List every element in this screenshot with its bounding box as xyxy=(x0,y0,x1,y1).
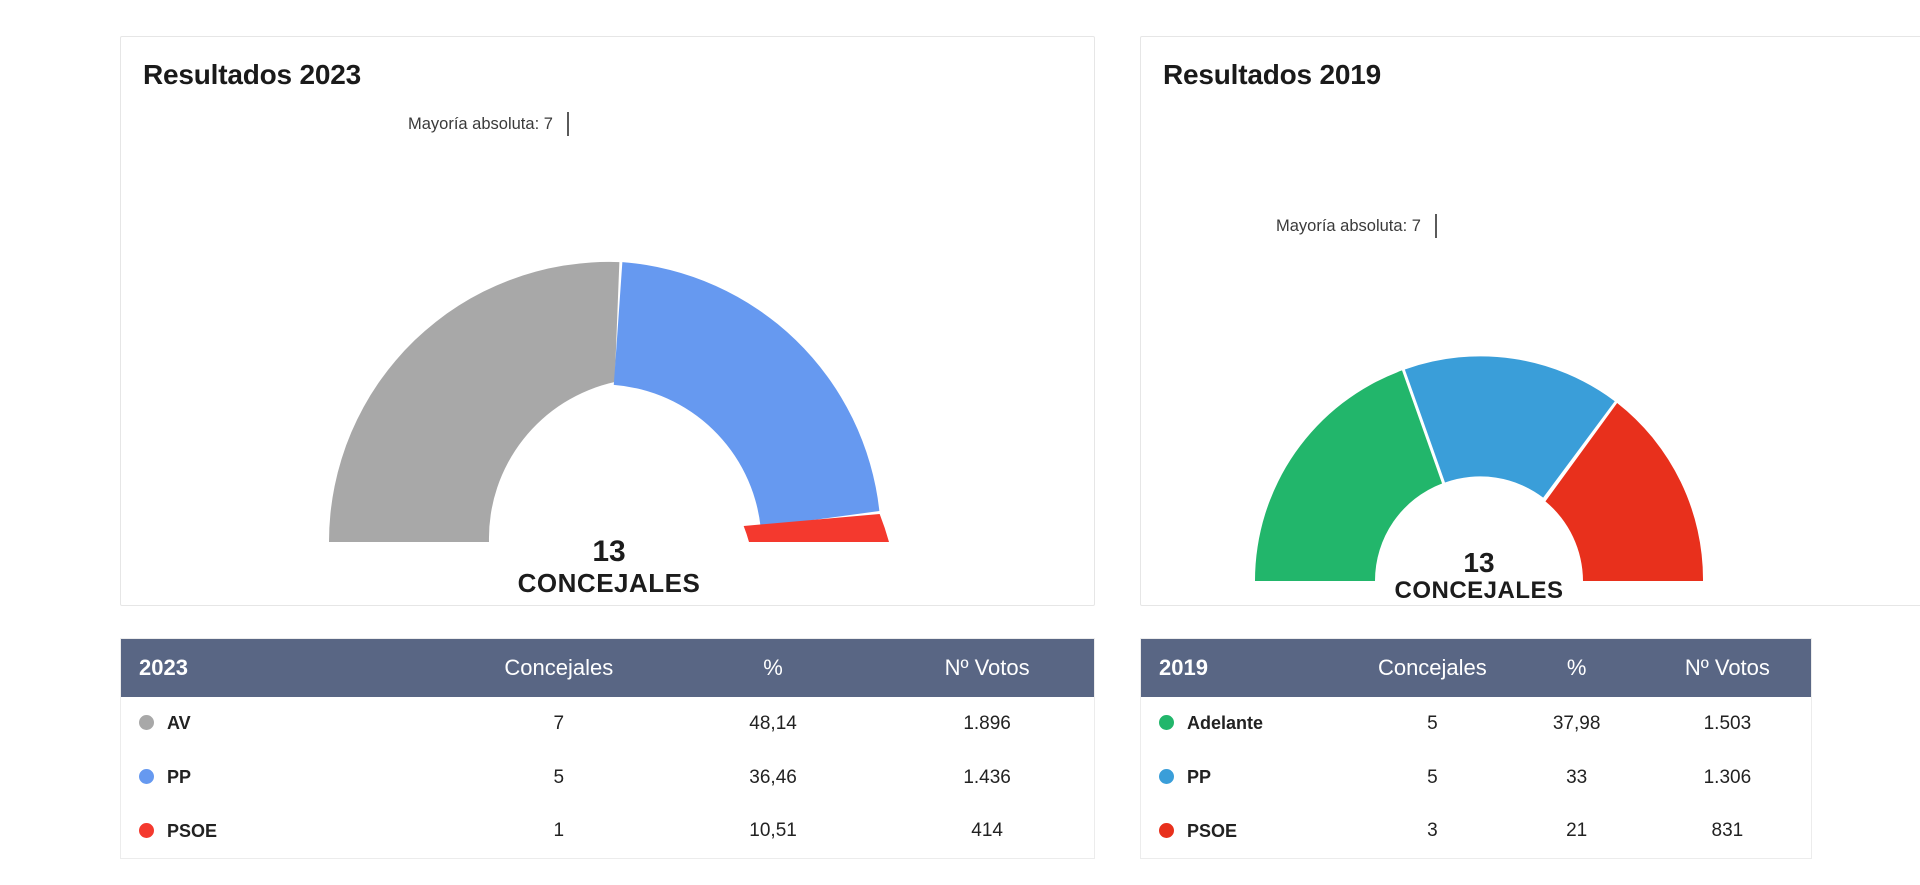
chart-card-2019: Resultados 2019 Mayoría absoluta: 7 13 C… xyxy=(1140,36,1920,606)
table-head-2019: 2019 Concejales % Nº Votos xyxy=(1140,638,1812,697)
row-pct-cell: 48,14 xyxy=(749,712,797,734)
table-body-2023: AV 7 48,14 1.896 PP 5 36,46 1.436 PS xyxy=(121,697,1095,859)
table-row: PP 5 36,46 1.436 xyxy=(121,751,1095,805)
row-party-cell: PSOE xyxy=(1141,805,1356,859)
row-seats-cell: 3 xyxy=(1427,820,1438,842)
row-seats-cell: 5 xyxy=(553,766,565,788)
row-seats-cell: 5 xyxy=(1427,712,1438,734)
header-year-2023: 2023 xyxy=(120,638,452,697)
gauge-slice-psoe-2019 xyxy=(1545,402,1704,581)
table-row: PP 5 33 1.306 xyxy=(1141,751,1812,805)
gauge-seat-label-2023: CONCEJALES xyxy=(517,567,701,598)
gauge-seat-count-2019: 13 xyxy=(1463,547,1495,578)
header-pct-2019: % xyxy=(1509,638,1644,697)
row-votes-cell: 1.306 xyxy=(1703,766,1752,788)
gauge-slice-av xyxy=(328,261,620,542)
party-color-dot-icon xyxy=(1159,822,1174,838)
row-votes-cell: 1.503 xyxy=(1703,712,1752,734)
results-table-2023: 2023 Concejales % Nº Votos AV 7 48,14 1.… xyxy=(120,638,1095,859)
row-pct-cell: 37,98 xyxy=(1552,712,1601,734)
header-votes-2023: Nº Votos xyxy=(880,638,1095,697)
majority-tick-icon xyxy=(566,112,569,136)
row-party-cell: AV xyxy=(121,697,452,751)
chart-title-2023: Resultados 2023 xyxy=(143,59,361,90)
party-name: AV xyxy=(167,713,191,733)
gauge-center-2019: 13 CONCEJALES xyxy=(1239,547,1719,605)
majority-note-2019: Mayoría absoluta: 7 xyxy=(1276,214,1437,238)
gauge-slice-adelante xyxy=(1254,370,1443,581)
row-seats-cell: 1 xyxy=(553,820,565,842)
party-name: PSOE xyxy=(167,820,218,841)
gauge-slice-pp xyxy=(613,262,880,528)
party-name: PP xyxy=(167,767,192,787)
results-table-2019: 2019 Concejales % Nº Votos Adelante 5 37… xyxy=(1140,638,1812,859)
row-party-cell: PSOE xyxy=(121,805,452,859)
gauge-slice-pp-2019 xyxy=(1404,356,1615,498)
gauge-slice-psoe xyxy=(743,513,889,542)
table-row: PSOE 3 21 831 xyxy=(1141,805,1812,859)
gauge-center-2023: 13 CONCEJALES xyxy=(309,535,909,598)
party-color-dot-icon xyxy=(1159,769,1174,784)
chart-card-2023: Resultados 2023 Mayoría absoluta: 7 13 C… xyxy=(120,36,1095,606)
majority-label-2019: Mayoría absoluta: 7 xyxy=(1276,216,1421,235)
party-color-dot-icon xyxy=(139,769,154,784)
panel-2019: Resultados 2019 Mayoría absoluta: 7 13 C… xyxy=(1120,0,1920,885)
panel-2023: Resultados 2023 Mayoría absoluta: 7 13 C… xyxy=(120,36,1095,859)
table-body-2019: Adelante 5 37,98 1.503 PP 5 33 1.306 xyxy=(1141,697,1812,859)
party-name: PP xyxy=(1187,767,1212,787)
row-party-cell: PP xyxy=(121,751,452,805)
row-pct-cell: 33 xyxy=(1566,766,1588,788)
header-year-2019: 2019 xyxy=(1140,638,1356,697)
header-seats-2019: Concejales xyxy=(1355,638,1510,697)
header-seats-2023: Concejales xyxy=(451,638,666,697)
table-row: PSOE 1 10,51 414 xyxy=(121,805,1095,859)
chart-title-2019: Resultados 2019 xyxy=(1163,59,1381,90)
row-seats-cell: 5 xyxy=(1427,766,1438,788)
row-votes-cell: 414 xyxy=(971,820,1003,842)
gauge-seat-count-2023: 13 xyxy=(592,535,626,568)
party-name: PSOE xyxy=(1187,820,1238,841)
party-color-dot-icon xyxy=(139,715,154,730)
row-votes-cell: 1.896 xyxy=(963,712,1011,734)
table-row: AV 7 48,14 1.896 xyxy=(121,697,1095,751)
table-row: Adelante 5 37,98 1.503 xyxy=(1141,697,1812,751)
majority-tick-icon xyxy=(1434,214,1437,238)
table-header-row: 2023 Concejales % Nº Votos xyxy=(120,638,1095,697)
table-head-2023: 2023 Concejales % Nº Votos xyxy=(120,638,1095,697)
row-seats-cell: 7 xyxy=(553,712,565,734)
seat-gauge-2023 xyxy=(309,222,909,562)
row-pct-cell: 10,51 xyxy=(749,820,797,842)
party-color-dot-icon xyxy=(139,822,154,838)
row-party-cell: PP xyxy=(1141,751,1356,805)
header-votes-2019: Nº Votos xyxy=(1643,638,1812,697)
majority-note-2023: Mayoría absoluta: 7 xyxy=(408,112,569,136)
row-pct-cell: 36,46 xyxy=(749,766,797,788)
table-header-row: 2019 Concejales % Nº Votos xyxy=(1140,638,1812,697)
header-pct-2023: % xyxy=(665,638,881,697)
seat-gauge-2019 xyxy=(1239,325,1719,597)
party-color-dot-icon xyxy=(1159,715,1174,730)
majority-label-2023: Mayoría absoluta: 7 xyxy=(408,114,553,133)
row-votes-cell: 831 xyxy=(1711,820,1744,842)
row-party-cell: Adelante xyxy=(1141,697,1356,751)
row-pct-cell: 21 xyxy=(1566,820,1588,842)
row-votes-cell: 1.436 xyxy=(963,766,1011,788)
gauge-seat-label-2019: CONCEJALES xyxy=(1394,577,1564,605)
party-name: Adelante xyxy=(1187,713,1264,733)
